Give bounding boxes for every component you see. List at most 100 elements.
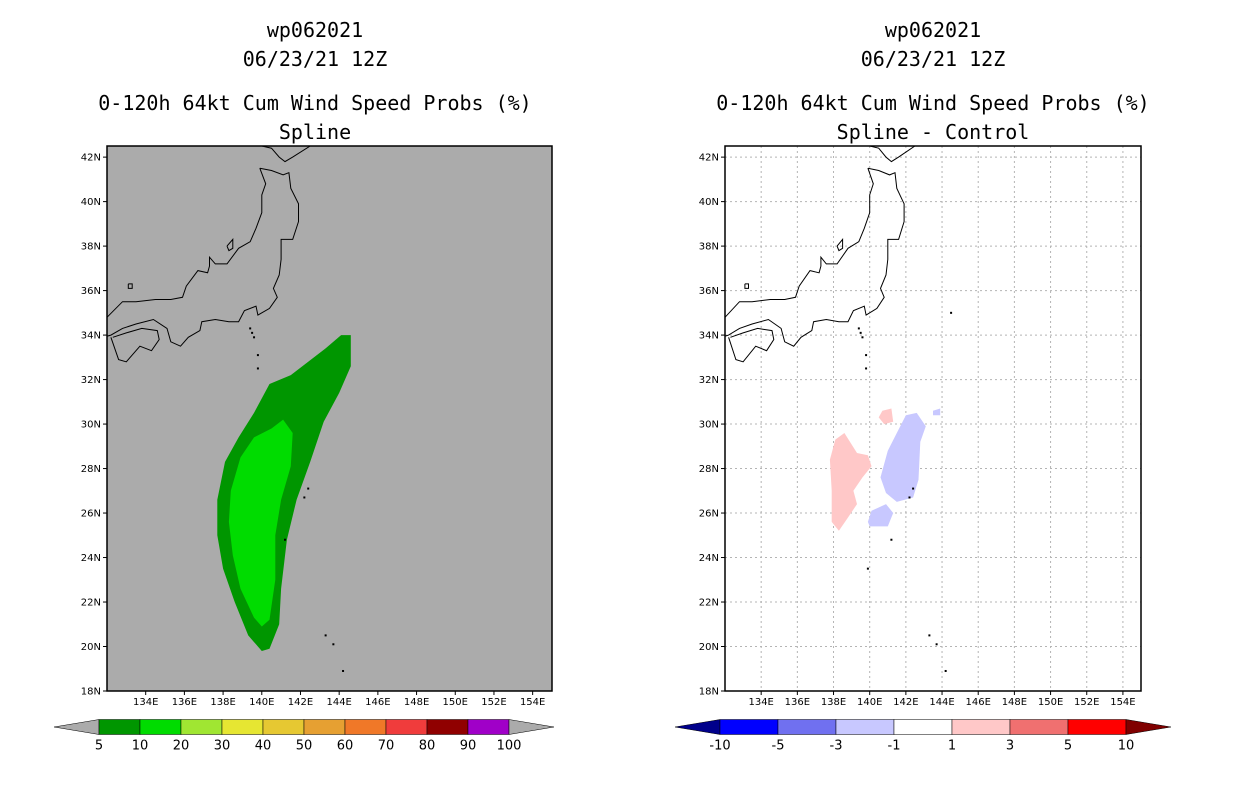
y-tick-label-24: 24N xyxy=(81,553,101,564)
colorbar-segment-0-5 xyxy=(303,719,346,735)
y-tick-label-40: 40N xyxy=(81,197,101,208)
colorbar-label-0-5: 50 xyxy=(296,739,313,754)
small-island-0 xyxy=(912,487,915,490)
colorbar-segment-0-6 xyxy=(344,719,387,735)
y-tick-label-22: 22N xyxy=(699,598,719,609)
x-tick-label-140: 140E xyxy=(857,697,882,708)
region-diff-pos-1-3-west xyxy=(829,433,872,531)
small-island-6 xyxy=(866,567,869,570)
coastline-4 xyxy=(836,238,844,252)
island-marker-2 xyxy=(253,336,256,339)
y-tick-label-38: 38N xyxy=(699,242,719,253)
x-tick-label-144: 144E xyxy=(929,697,954,708)
x-tick-label-134: 134E xyxy=(748,697,773,708)
small-island-5 xyxy=(944,669,947,672)
small-island-3 xyxy=(928,634,931,637)
x-tick-label-146: 146E xyxy=(365,697,390,708)
small-island-3 xyxy=(324,634,327,637)
right-datetime: 06/23/21 12Z xyxy=(860,47,1006,71)
x-tick-label-142: 142E xyxy=(288,697,313,708)
colorbar-segment-0-9 xyxy=(467,719,510,735)
right-storm-id: wp062021 xyxy=(884,18,982,42)
x-tick-label-136: 136E xyxy=(785,697,810,708)
coastline-6 xyxy=(869,146,916,163)
colorbar-segment-0-2 xyxy=(180,719,223,735)
colorbar-segment-1-6 xyxy=(1067,719,1127,735)
coastline-5 xyxy=(127,283,133,289)
colorbar-segment-0-1 xyxy=(139,719,182,735)
y-tick-label-42: 42N xyxy=(81,153,101,164)
small-island-1 xyxy=(908,496,911,499)
y-tick-label-32: 32N xyxy=(81,375,101,386)
island-marker-0 xyxy=(249,327,252,330)
left-colorbar: 5 10 20 30 40 50 60 70 80 90 100 xyxy=(53,719,555,754)
small-island-0 xyxy=(307,487,310,490)
x-tick-label-140: 140E xyxy=(249,697,274,708)
coastline-2 xyxy=(728,327,775,363)
colorbar-label-0-3: 30 xyxy=(214,739,231,754)
colorbar-segment-0-7 xyxy=(385,719,428,735)
island-marker-2 xyxy=(861,336,864,339)
colorbar-label-0-6: 60 xyxy=(337,739,354,754)
y-tick-label-26: 26N xyxy=(81,509,101,520)
colorbar-label-1-3: -1 xyxy=(888,739,901,754)
coastline-3 xyxy=(107,338,108,341)
x-tick-label-150: 150E xyxy=(443,697,468,708)
map-content-1 xyxy=(725,146,1141,691)
y-tick-label-34: 34N xyxy=(699,331,719,342)
island-marker-1 xyxy=(251,331,254,334)
colorbar-label-0-9: 90 xyxy=(460,739,477,754)
y-tick-label-30: 30N xyxy=(699,420,719,431)
island-marker-4 xyxy=(256,367,259,370)
region-diff-neg-1-3-tiny xyxy=(933,408,941,416)
y-tick-label-20: 20N xyxy=(81,642,101,653)
y-tick-label-22: 22N xyxy=(81,598,101,609)
small-island-2 xyxy=(890,538,893,541)
colorbar-high-arrow-0 xyxy=(508,719,555,735)
region-diff-neg-1-3-east xyxy=(880,412,926,502)
colorbar-label-1-6: 5 xyxy=(1064,739,1072,754)
colorbar-segment-0-3 xyxy=(221,719,264,735)
colorbar-label-0-2: 20 xyxy=(173,739,190,754)
colorbar-low-arrow-1 xyxy=(674,719,721,735)
colorbar-segment-0-0 xyxy=(98,719,141,735)
x-tick-label-146: 146E xyxy=(966,697,991,708)
x-tick-label-152: 152E xyxy=(481,697,506,708)
colorbar-label-1-5: 3 xyxy=(1006,739,1014,754)
coastline-5 xyxy=(744,283,749,289)
left-product-title: 0-120h 64kt Cum Wind Speed Probs (%) xyxy=(98,91,532,115)
island-marker-3 xyxy=(865,354,868,357)
x-tick-label-144: 144E xyxy=(326,697,351,708)
x-tick-label-148: 148E xyxy=(1002,697,1027,708)
colorbar-segment-1-3 xyxy=(893,719,953,735)
colorbar-label-0-0: 5 xyxy=(95,739,103,754)
coastline-0 xyxy=(725,167,905,347)
left-method-title: Spline xyxy=(278,120,352,144)
map-content-0 xyxy=(107,146,351,672)
x-tick-label-138: 138E xyxy=(210,697,235,708)
colorbar-label-1-2: -3 xyxy=(830,739,843,754)
colorbar-segment-1-4 xyxy=(951,719,1011,735)
island-marker-4 xyxy=(865,367,868,370)
colorbar-segment-0-8 xyxy=(426,719,469,735)
y-tick-label-34: 34N xyxy=(81,331,101,342)
right-map-plot: 134E 136E 138E 140E 142E 144E 146E 148E 150E 152E… xyxy=(699,145,1142,708)
y-tick-label-24: 24N xyxy=(699,553,719,564)
y-tick-label-36: 36N xyxy=(81,286,101,297)
coastline-1 xyxy=(725,168,874,318)
colorbar-label-0-1: 10 xyxy=(132,739,149,754)
y-tick-label-38: 38N xyxy=(81,242,101,253)
x-tick-label-148: 148E xyxy=(404,697,429,708)
left-datetime: 06/23/21 12Z xyxy=(242,47,388,71)
region-diff-pos-1-3-small xyxy=(878,408,894,425)
map-frame-1 xyxy=(724,145,1142,692)
right-method-title: Spline - Control xyxy=(836,120,1030,144)
y-tick-label-32: 32N xyxy=(699,375,719,386)
small-island-7 xyxy=(950,311,953,314)
small-island-4 xyxy=(935,643,938,646)
small-island-5 xyxy=(342,669,345,672)
colorbar-low-arrow-0 xyxy=(53,719,100,735)
colorbar-segment-1-2 xyxy=(835,719,895,735)
left-storm-id: wp062021 xyxy=(266,18,364,42)
colorbar-segment-0-4 xyxy=(262,719,305,735)
